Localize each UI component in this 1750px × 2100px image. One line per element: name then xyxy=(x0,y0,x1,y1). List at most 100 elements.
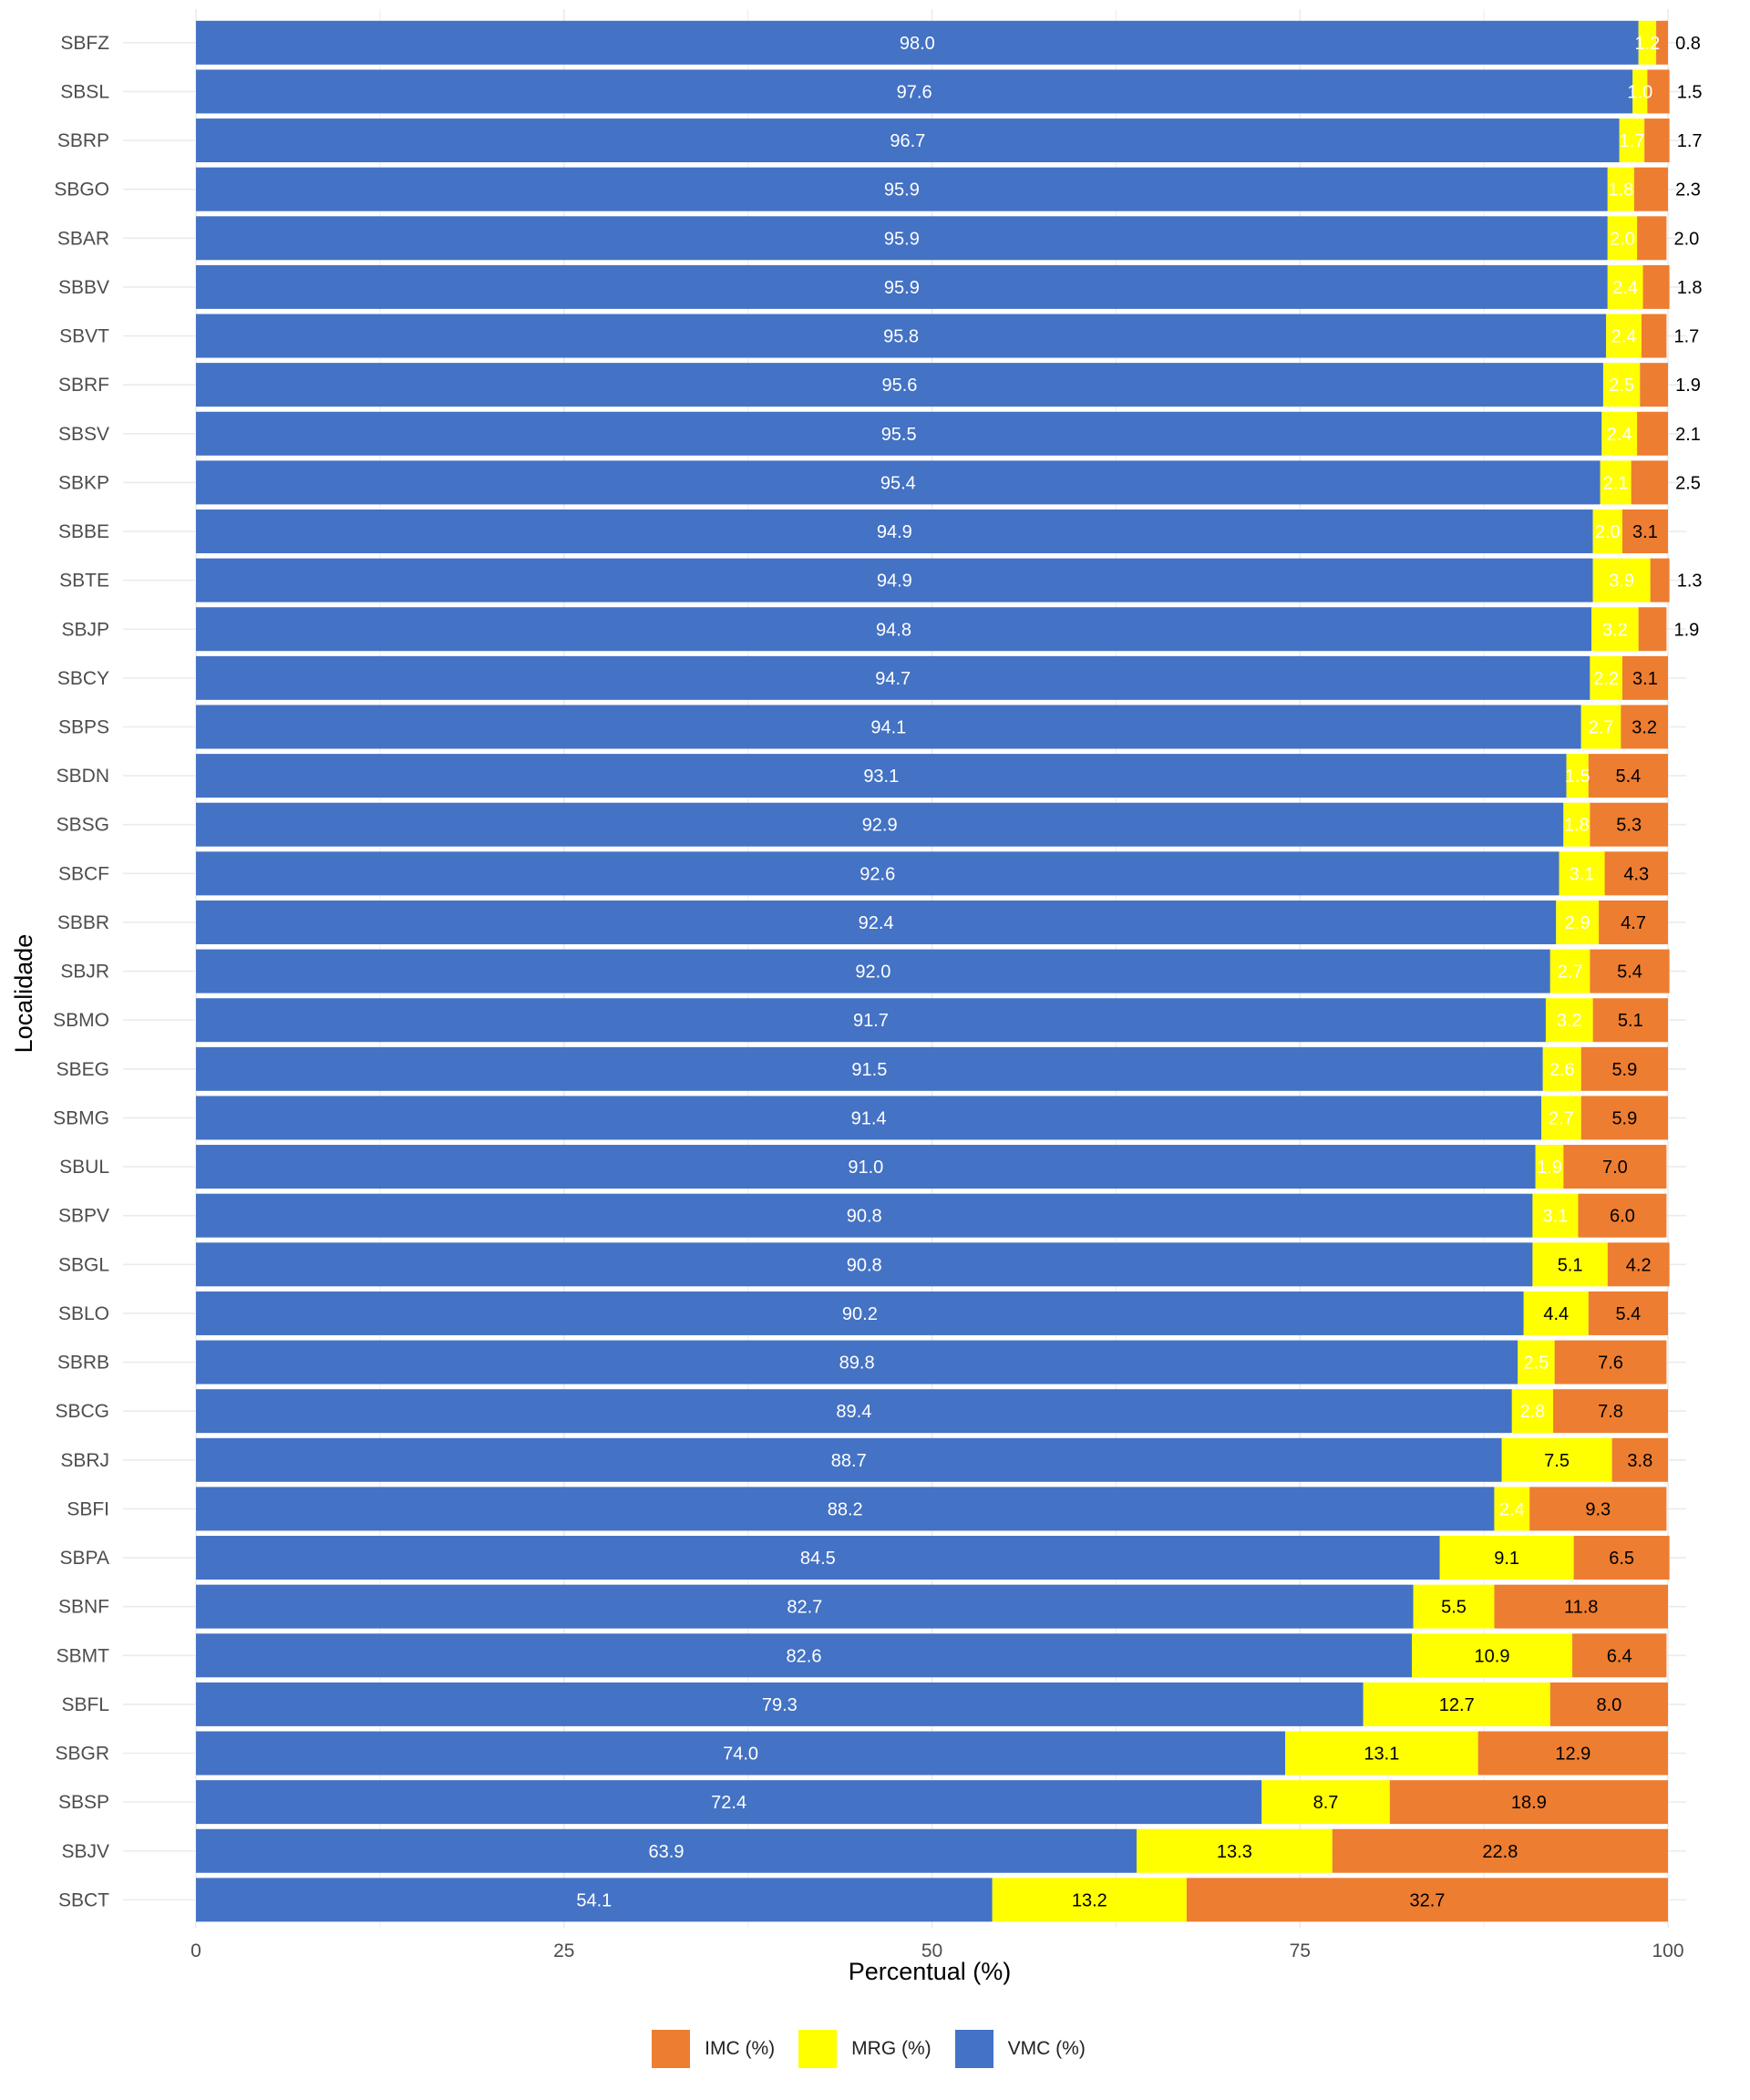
data-label: 2.7 xyxy=(1558,962,1583,983)
bar-segment xyxy=(196,1878,993,1922)
data-label: 98.0 xyxy=(900,34,935,54)
bar-segment xyxy=(1542,1046,1581,1091)
bar-segment xyxy=(1413,1584,1495,1629)
bar-segment xyxy=(1640,363,1668,407)
y-tick-label: SBPV xyxy=(58,1206,109,1227)
bar-segment xyxy=(1611,1437,1668,1482)
y-tick-label: SBSP xyxy=(58,1792,109,1813)
y-tick-label: SBCT xyxy=(58,1889,109,1910)
bar-segment xyxy=(1559,851,1605,896)
data-label: 1.5 xyxy=(1565,767,1590,787)
data-label: 90.8 xyxy=(847,1207,882,1227)
data-label: 1.9 xyxy=(1675,376,1701,396)
bar-segment xyxy=(1261,1780,1390,1825)
bar-segment xyxy=(196,314,1607,358)
bar-segment xyxy=(1588,754,1668,798)
data-label: 9.1 xyxy=(1494,1549,1519,1569)
bar-segment xyxy=(1638,607,1667,652)
y-tick-label: SBTE xyxy=(59,571,109,592)
bar-segment xyxy=(1602,363,1641,407)
bar-segment xyxy=(1285,1731,1478,1776)
bar-segment xyxy=(1631,460,1668,505)
bar-segment xyxy=(196,1437,1502,1482)
x-tick-label: 25 xyxy=(553,1940,574,1961)
bar-segment xyxy=(196,1242,1533,1287)
data-label: 3.2 xyxy=(1557,1011,1582,1031)
data-label: 94.7 xyxy=(875,669,911,689)
y-tick-label: SBKP xyxy=(58,472,109,493)
y-tick-label: SBFL xyxy=(61,1694,109,1715)
bar-segment xyxy=(1556,900,1600,944)
data-label: 95.4 xyxy=(880,473,916,493)
data-label: 72.4 xyxy=(711,1793,746,1813)
data-label: 5.4 xyxy=(1617,962,1642,983)
bar-segment xyxy=(196,118,1620,163)
bar-segment xyxy=(1632,69,1648,114)
data-label: 10.9 xyxy=(1475,1646,1510,1666)
bar-segment xyxy=(1621,655,1668,700)
data-label: 13.2 xyxy=(1072,1890,1107,1910)
data-label: 91.0 xyxy=(848,1158,883,1178)
data-label: 1.8 xyxy=(1677,278,1703,298)
data-label: 2.0 xyxy=(1595,522,1621,542)
legend-swatch-vmc xyxy=(954,2030,993,2068)
bar-segment xyxy=(1591,607,1639,652)
data-label: 6.4 xyxy=(1607,1646,1632,1666)
bar-segment xyxy=(1518,1340,1555,1385)
bar-segment xyxy=(1186,1878,1668,1922)
data-label: 90.2 xyxy=(842,1304,878,1324)
data-label: 1.7 xyxy=(1673,327,1699,347)
bar-segment xyxy=(1637,411,1668,456)
x-tick-label: 75 xyxy=(1290,1940,1311,1961)
data-label: 91.5 xyxy=(851,1060,887,1080)
y-tick-label: SBMT xyxy=(57,1645,110,1666)
bar-segment xyxy=(196,1731,1286,1776)
data-label: 2.4 xyxy=(1607,425,1632,445)
bar-segment xyxy=(1656,20,1668,65)
bar-segment xyxy=(1641,314,1667,358)
data-label: 0.8 xyxy=(1675,34,1701,54)
bar-segment xyxy=(1601,411,1638,456)
x-tick-label: 100 xyxy=(1652,1940,1683,1961)
data-label: 89.8 xyxy=(839,1354,875,1374)
y-tick-label: SBVT xyxy=(59,326,109,347)
legend-item-imc: IMC (%) xyxy=(652,2030,788,2068)
bar-segment xyxy=(196,20,1639,65)
data-label: 8.7 xyxy=(1313,1793,1339,1813)
data-label: 1.2 xyxy=(1634,34,1660,54)
bar-segment xyxy=(1494,1487,1530,1531)
bar-segment xyxy=(1607,216,1638,261)
y-tick-label: SBMG xyxy=(53,1107,109,1128)
y-tick-label: SBUL xyxy=(59,1157,109,1178)
data-label: 1.9 xyxy=(1537,1158,1562,1178)
data-label: 2.9 xyxy=(1565,913,1590,933)
y-tick-label: SBCF xyxy=(58,863,109,884)
data-label: 7.5 xyxy=(1544,1451,1570,1471)
data-label: 1.7 xyxy=(1620,131,1645,151)
bar-segment xyxy=(1604,851,1668,896)
data-label: 82.6 xyxy=(787,1646,822,1666)
y-tick-label: SBMO xyxy=(53,1010,109,1031)
data-label: 1.8 xyxy=(1564,816,1590,836)
y-tick-label: SBGL xyxy=(58,1254,109,1275)
data-label: 63.9 xyxy=(649,1842,685,1862)
data-label: 89.4 xyxy=(836,1402,871,1422)
bar-segment xyxy=(1563,802,1590,847)
data-label: 11.8 xyxy=(1564,1598,1598,1618)
bar-segment xyxy=(196,1340,1518,1385)
data-label: 2.2 xyxy=(1593,669,1619,689)
data-label: 92.9 xyxy=(862,816,898,836)
data-label: 7.8 xyxy=(1598,1402,1623,1422)
bar-segment xyxy=(196,1389,1512,1434)
data-label: 22.8 xyxy=(1482,1842,1518,1862)
bar-segment xyxy=(196,1046,1543,1091)
y-tick-label: SBNF xyxy=(58,1597,109,1618)
data-label: 3.2 xyxy=(1602,620,1628,640)
data-label: 5.4 xyxy=(1615,1304,1641,1324)
bar-segment xyxy=(196,1828,1137,1873)
bar-segment xyxy=(196,1536,1440,1580)
bar-segment xyxy=(1545,998,1593,1043)
data-label: 3.2 xyxy=(1632,717,1657,737)
bar-segment xyxy=(1606,314,1642,358)
bar-segment xyxy=(196,900,1557,944)
